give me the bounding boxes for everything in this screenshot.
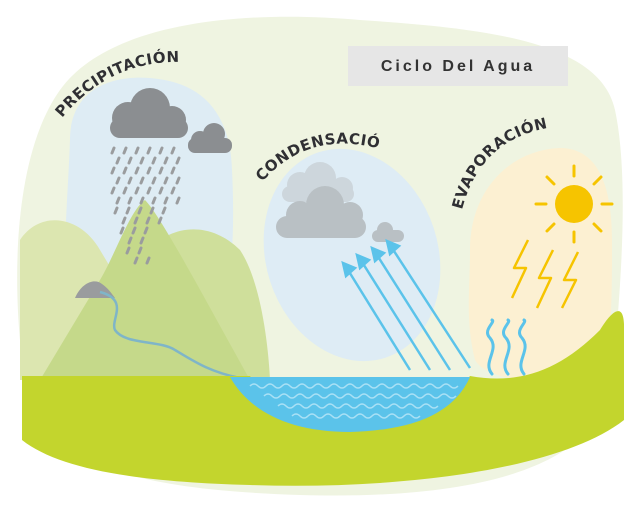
- raindrop: [165, 198, 167, 203]
- raindrop: [117, 198, 119, 203]
- raindrop: [177, 158, 179, 163]
- raindrop: [129, 198, 131, 203]
- raindrop: [147, 218, 149, 223]
- raindrop: [135, 218, 137, 223]
- title: Ciclo Del Agua: [381, 58, 535, 75]
- raindrop: [136, 148, 138, 153]
- raindrop: [124, 168, 126, 173]
- raindrop: [165, 158, 167, 163]
- raindrop: [117, 178, 119, 183]
- raindrop: [124, 188, 126, 193]
- raindrop: [117, 158, 119, 163]
- raindrop: [172, 168, 174, 173]
- raindrop: [160, 188, 162, 193]
- raindrop: [145, 228, 147, 233]
- raindrop: [115, 208, 117, 213]
- raindrop: [127, 208, 129, 213]
- raindrop: [141, 178, 143, 183]
- raindrop: [148, 148, 150, 153]
- water-cycle-diagram: PRECIPITACIÓN CONDENSACIÓN EVAPORACIÓN C…: [0, 0, 624, 507]
- raindrop: [141, 198, 143, 203]
- raindrop: [129, 178, 131, 183]
- raindrop: [133, 228, 135, 233]
- raindrop: [153, 198, 155, 203]
- raindrop: [147, 258, 149, 263]
- raindrop: [153, 158, 155, 163]
- sun: [536, 166, 612, 242]
- raindrop: [163, 208, 165, 213]
- raindrop: [177, 198, 179, 203]
- raindrop: [136, 188, 138, 193]
- raindrop: [141, 238, 143, 243]
- raindrop: [112, 188, 114, 193]
- raindrop: [141, 158, 143, 163]
- raindrop: [121, 228, 123, 233]
- raindrop: [136, 168, 138, 173]
- raindrop: [123, 218, 125, 223]
- raindrop: [139, 248, 141, 253]
- raindrop: [165, 178, 167, 183]
- raindrop: [135, 258, 137, 263]
- raindrop: [112, 148, 114, 153]
- raindrop: [129, 158, 131, 163]
- raindrop: [124, 148, 126, 153]
- raindrop: [129, 238, 131, 243]
- raindrop: [148, 168, 150, 173]
- raindrop: [139, 208, 141, 213]
- raindrop: [153, 178, 155, 183]
- raindrop: [172, 148, 174, 153]
- raindrop: [127, 248, 129, 253]
- raindrop: [148, 188, 150, 193]
- raindrop: [159, 218, 161, 223]
- raindrop: [177, 178, 179, 183]
- raindrop: [160, 168, 162, 173]
- raindrop: [112, 168, 114, 173]
- raindrop: [160, 148, 162, 153]
- raindrop: [172, 188, 174, 193]
- raindrop: [151, 208, 153, 213]
